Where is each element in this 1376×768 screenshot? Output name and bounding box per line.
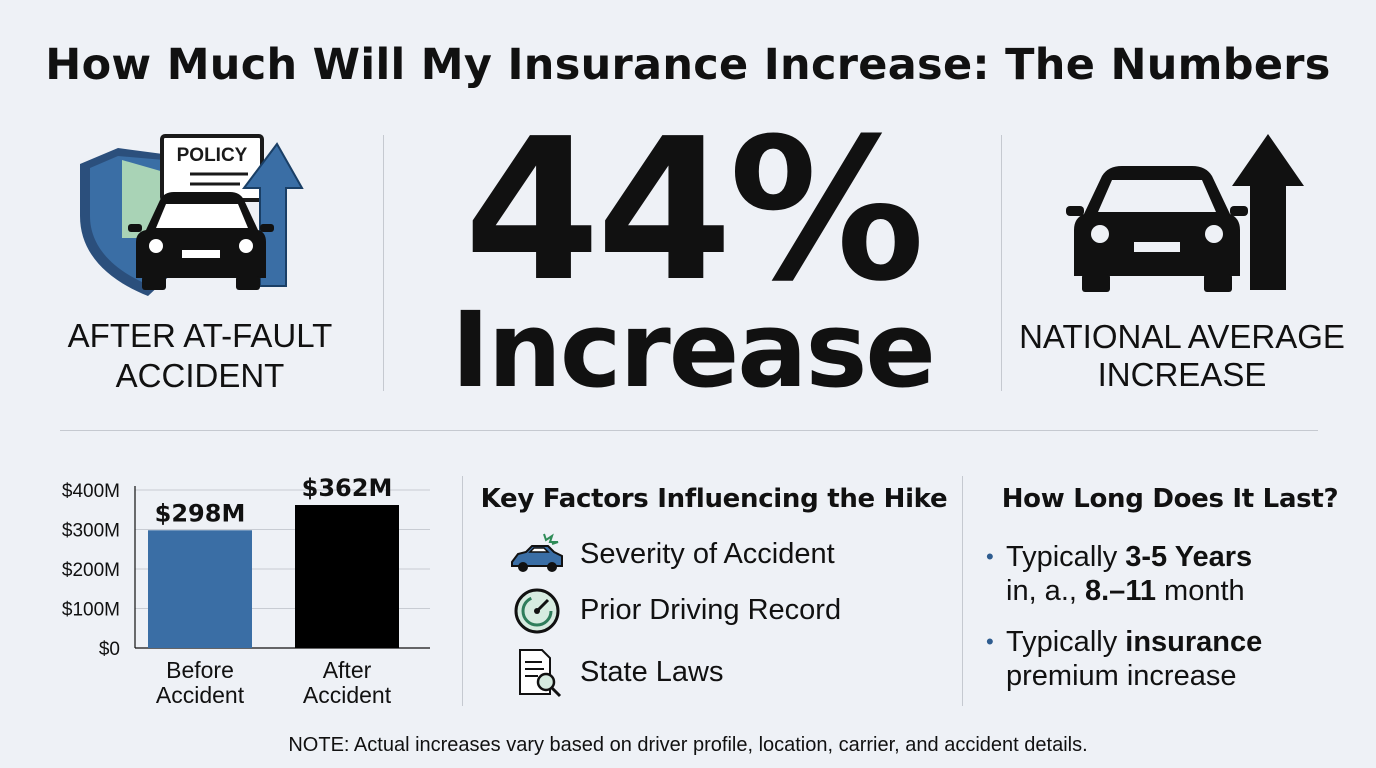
bar	[148, 530, 252, 648]
bar-value-label: $362M	[302, 474, 393, 502]
y-tick-label: $300M	[62, 521, 120, 542]
x-tick-label: Accident	[156, 682, 245, 708]
bullet-text: Typically	[1006, 541, 1126, 573]
bullet-text: Typically	[1006, 626, 1126, 658]
caption-line: ACCIDENT	[115, 357, 285, 394]
y-tick-label: $200M	[62, 560, 120, 581]
y-tick-label: $400M	[62, 481, 120, 502]
divider	[1001, 135, 1002, 391]
left-caption: AFTER AT-FAULT ACCIDENT	[40, 316, 360, 396]
bullet-dot: •	[986, 629, 994, 654]
crashed-car-icon	[511, 533, 563, 572]
before-after-bar-chart: $0$100M$200M$300M$400M$298MBeforeAcciden…	[62, 474, 430, 708]
y-tick-label: $0	[99, 639, 120, 660]
caption-line: NATIONAL AVERAGE	[1019, 318, 1345, 355]
factor-item: State Laws	[508, 648, 948, 698]
bar	[295, 505, 399, 648]
divider	[60, 430, 1318, 431]
divider	[462, 476, 463, 706]
footnote: NOTE: Actual increases vary based on dri…	[288, 734, 1088, 756]
factors-title: Key Factors Influencing the Hike	[480, 484, 948, 514]
bullet-bold: 8.–11	[1085, 575, 1156, 607]
speedometer-icon	[514, 588, 560, 634]
page-title: How Much Will My Insurance Increase: The…	[45, 40, 1331, 90]
document-magnifier-icon	[519, 649, 562, 698]
headline-percent: 44%	[463, 97, 925, 325]
y-tick-label: $100M	[62, 600, 120, 621]
factor-item: Prior Driving Record	[508, 586, 948, 636]
factor-label: Prior Driving Record	[580, 594, 842, 626]
headline-label: Increase	[451, 289, 936, 411]
bullet-bold: insurance	[1125, 626, 1263, 658]
bullet-text: month	[1155, 575, 1245, 607]
bullet-text: in, a.,	[1006, 575, 1085, 607]
bullet-bold: 3-5 Years	[1125, 541, 1253, 573]
x-tick-label: Accident	[303, 682, 392, 708]
divider	[962, 476, 963, 706]
factor-label: Severity of Accident	[580, 538, 835, 570]
policy-label: POLICY	[177, 145, 248, 166]
x-tick-label: Before	[166, 657, 234, 683]
car-up-arrow-icon	[1066, 134, 1304, 292]
factor-label: State Laws	[580, 656, 724, 688]
right-caption: NATIONAL AVERAGE INCREASE	[1010, 318, 1354, 394]
x-tick-label: After	[323, 657, 372, 683]
duration-title: How Long Does It Last?	[1001, 484, 1339, 514]
divider	[383, 135, 384, 391]
caption-line: AFTER AT-FAULT	[67, 317, 333, 354]
factor-item: Severity of Accident	[508, 530, 948, 580]
bullet-dot: •	[986, 544, 994, 569]
policy-shield-car-icon: POLICY	[80, 134, 304, 296]
bullet-text: premium increase	[1006, 660, 1237, 692]
bar-value-label: $298M	[155, 499, 246, 527]
caption-line: INCREASE	[1097, 356, 1267, 393]
